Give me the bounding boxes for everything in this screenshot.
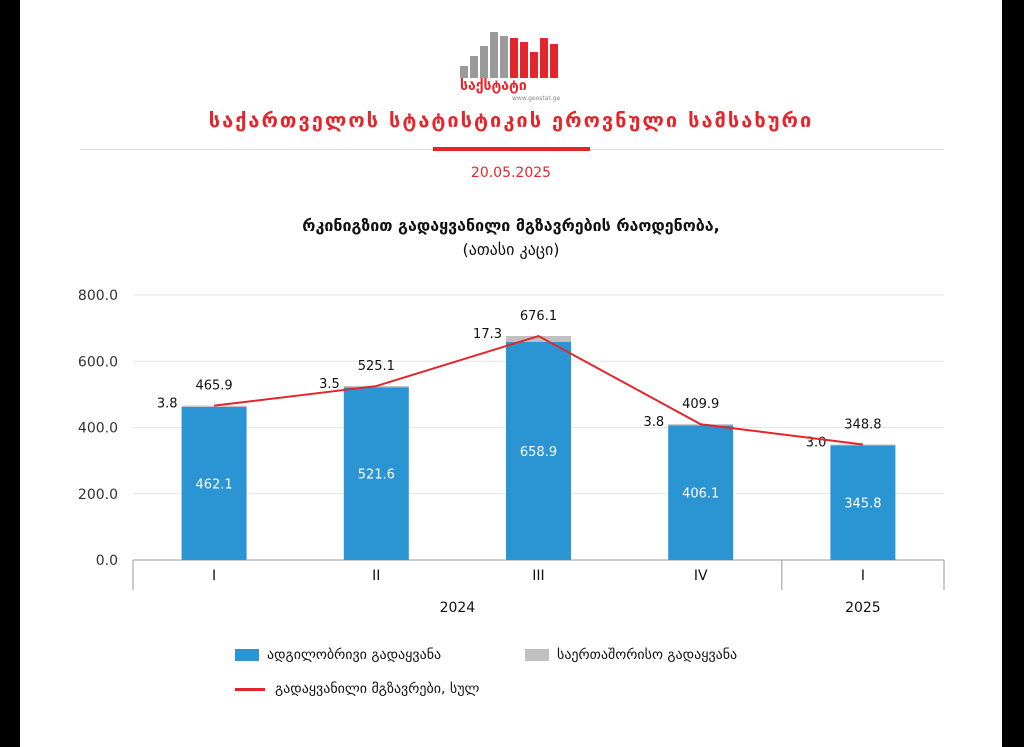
bar-international-value-label: 17.3 bbox=[473, 327, 502, 342]
total-value-label: 409.9 bbox=[682, 397, 719, 412]
bar-international-value-label: 3.8 bbox=[644, 415, 665, 430]
legend-label-total: გადაყვანილი მგზავრები, სულ bbox=[275, 681, 480, 697]
total-value-label: 676.1 bbox=[520, 309, 557, 324]
total-line bbox=[213, 334, 864, 446]
y-tick-label: 0.0 bbox=[96, 553, 118, 569]
bar-local bbox=[506, 341, 571, 560]
y-tick-label: 800.0 bbox=[78, 288, 118, 304]
page: საქსტატი www.geostat.ge საქართველოს სტატ… bbox=[20, 0, 1002, 747]
bar-international bbox=[181, 405, 247, 407]
y-tick-label: 200.0 bbox=[78, 487, 118, 503]
x-group-label: 2024 bbox=[440, 600, 476, 616]
bar-local bbox=[181, 406, 247, 560]
chart-area: 0.0 200.0 400.0 600.0 800.0 2024 2025 462.1 3.8 I… bbox=[78, 288, 945, 616]
bar-local bbox=[830, 445, 896, 560]
legend-swatch-international bbox=[525, 649, 549, 661]
x-tick-label: I bbox=[212, 568, 216, 584]
logo-url: www.geostat.ge bbox=[512, 95, 560, 102]
bar-local bbox=[343, 387, 409, 560]
chart-title: რკინიგზით გადაყვანილი მგზავრების რაოდენო… bbox=[302, 216, 720, 235]
legend-item-international: საერთაშორისო გადაყვანა bbox=[525, 647, 737, 663]
publication-date: 20.05.2025 bbox=[470, 165, 552, 181]
bar-local-value-label: 345.8 bbox=[844, 497, 881, 512]
legend-item-local: ადგილობრივი გადაყვანა bbox=[235, 647, 441, 663]
legend-item-total: გადაყვანილი მგზავრები, სულ bbox=[235, 681, 479, 697]
chart-subtitle: (ათასი კაცი) bbox=[462, 240, 560, 259]
bar-local-value-label: 521.6 bbox=[358, 468, 395, 483]
legend-label-local: ადგილობრივი გადაყვანა bbox=[267, 647, 442, 663]
bar-local-value-label: 462.1 bbox=[195, 477, 232, 492]
bar-international-value-label: 3.8 bbox=[157, 397, 178, 412]
x-tick-label: I bbox=[861, 568, 865, 584]
x-tick-label: II bbox=[372, 568, 380, 584]
total-value-label: 348.8 bbox=[844, 417, 881, 432]
geostat-logo: საქსტატი www.geostat.ge bbox=[460, 32, 560, 102]
x-tick-label: IV bbox=[694, 568, 708, 584]
bar-international bbox=[506, 336, 571, 342]
header-accent-bar bbox=[433, 147, 590, 151]
y-tick-label: 400.0 bbox=[78, 421, 118, 437]
bar-international bbox=[830, 444, 896, 446]
logo-text: საქსტატი bbox=[460, 78, 527, 94]
legend-swatch-total bbox=[235, 687, 265, 691]
organization-title: საქართველოს სტატისტიკის ეროვნული სამსახუ… bbox=[208, 108, 814, 132]
total-value-label: 525.1 bbox=[358, 359, 395, 374]
legend-swatch-local bbox=[235, 649, 259, 661]
y-tick-label: 600.0 bbox=[78, 354, 118, 370]
bar-international-value-label: 3.5 bbox=[319, 377, 340, 392]
bar-local bbox=[668, 425, 734, 560]
x-tick-label: III bbox=[532, 568, 544, 584]
legend-label-international: საერთაშორისო გადაყვანა bbox=[557, 647, 738, 663]
bar-local-value-label: 406.1 bbox=[682, 487, 719, 502]
x-group-label: 2025 bbox=[845, 600, 881, 616]
bar-local-value-label: 658.9 bbox=[520, 445, 557, 460]
total-value-label: 465.9 bbox=[195, 379, 232, 394]
